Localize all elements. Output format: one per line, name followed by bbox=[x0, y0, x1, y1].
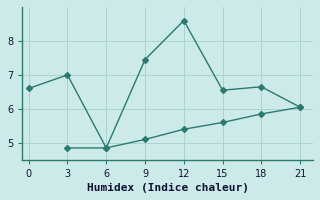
X-axis label: Humidex (Indice chaleur): Humidex (Indice chaleur) bbox=[87, 183, 249, 193]
